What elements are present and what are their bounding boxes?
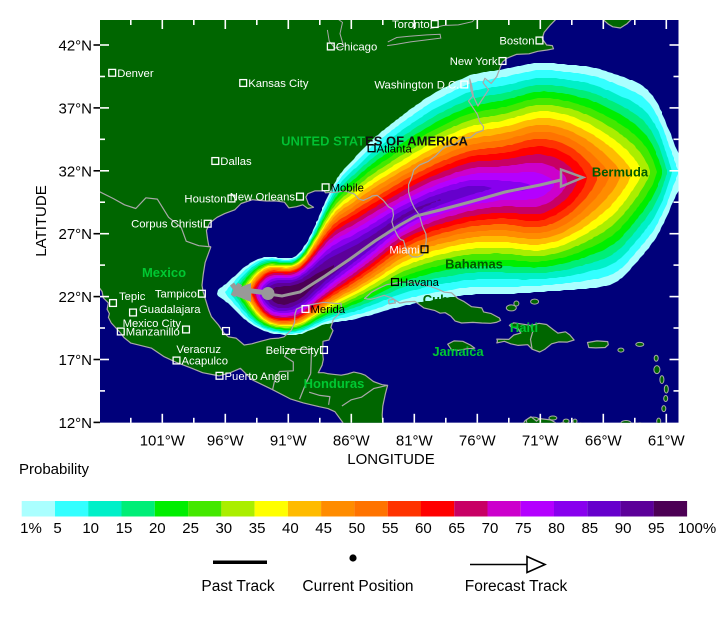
svg-text:Tampico: Tampico bbox=[155, 289, 197, 301]
svg-text:101°W: 101°W bbox=[140, 433, 186, 450]
svg-text:40: 40 bbox=[282, 520, 299, 537]
svg-text:Veracruz: Veracruz bbox=[176, 344, 221, 356]
svg-text:Boston: Boston bbox=[499, 36, 534, 48]
svg-text:66°W: 66°W bbox=[585, 433, 623, 450]
svg-text:UNITED STATES OF AMERICA: UNITED STATES OF AMERICA bbox=[281, 134, 468, 149]
svg-text:42°N: 42°N bbox=[58, 38, 92, 55]
svg-text:Mobile: Mobile bbox=[331, 182, 364, 194]
svg-text:100%: 100% bbox=[678, 520, 716, 537]
svg-text:55: 55 bbox=[382, 520, 399, 537]
svg-text:1%: 1% bbox=[20, 520, 42, 537]
svg-text:81°W: 81°W bbox=[396, 433, 434, 450]
svg-text:LATITUDE: LATITUDE bbox=[33, 185, 50, 256]
svg-text:25: 25 bbox=[182, 520, 199, 537]
svg-text:Tepic: Tepic bbox=[119, 291, 146, 303]
svg-text:12°N: 12°N bbox=[58, 415, 92, 432]
svg-text:50: 50 bbox=[349, 520, 366, 537]
svg-text:Havana: Havana bbox=[400, 277, 440, 289]
svg-text:65: 65 bbox=[448, 520, 465, 537]
svg-text:Mexico: Mexico bbox=[142, 265, 186, 280]
svg-text:Acapulco: Acapulco bbox=[182, 356, 228, 368]
svg-text:Belize City: Belize City bbox=[266, 345, 320, 357]
svg-text:76°W: 76°W bbox=[459, 433, 497, 450]
svg-text:17°N: 17°N bbox=[58, 352, 92, 369]
svg-text:Toronto: Toronto bbox=[392, 19, 430, 31]
svg-text:Past Track: Past Track bbox=[201, 578, 274, 595]
svg-text:85: 85 bbox=[581, 520, 598, 537]
svg-text:70: 70 bbox=[482, 520, 499, 537]
svg-text:Chicago: Chicago bbox=[336, 42, 377, 54]
svg-text:5: 5 bbox=[53, 520, 61, 537]
svg-text:Bahamas: Bahamas bbox=[445, 257, 503, 272]
svg-text:45: 45 bbox=[315, 520, 332, 537]
svg-text:15: 15 bbox=[116, 520, 133, 537]
svg-text:10: 10 bbox=[82, 520, 99, 537]
svg-text:Manzanillo: Manzanillo bbox=[126, 327, 180, 339]
svg-text:LONGITUDE: LONGITUDE bbox=[347, 451, 435, 468]
svg-text:96°W: 96°W bbox=[207, 433, 245, 450]
svg-text:Puerto Angel: Puerto Angel bbox=[225, 371, 290, 383]
svg-text:80: 80 bbox=[548, 520, 565, 537]
svg-text:86°W: 86°W bbox=[333, 433, 371, 450]
svg-text:20: 20 bbox=[149, 520, 166, 537]
svg-text:Miami: Miami bbox=[389, 244, 419, 256]
svg-text:91°W: 91°W bbox=[270, 433, 308, 450]
svg-text:32°N: 32°N bbox=[58, 163, 92, 180]
svg-text:90: 90 bbox=[615, 520, 632, 537]
svg-text:61°W: 61°W bbox=[648, 433, 686, 450]
svg-text:Honduras: Honduras bbox=[304, 376, 365, 391]
svg-text:Merida: Merida bbox=[311, 304, 346, 316]
svg-text:New York: New York bbox=[450, 56, 498, 68]
svg-text:35: 35 bbox=[249, 520, 266, 537]
svg-text:Corpus Christi: Corpus Christi bbox=[131, 219, 203, 231]
svg-text:30: 30 bbox=[215, 520, 232, 537]
svg-text:95: 95 bbox=[648, 520, 665, 537]
svg-text:UNITED STATES OF AMERICA: UNITED STATES OF AMERICA bbox=[281, 134, 468, 149]
svg-text:Probability: Probability bbox=[19, 461, 90, 478]
svg-text:Atlanta: Atlanta bbox=[377, 143, 413, 155]
svg-text:Jamaica: Jamaica bbox=[432, 344, 484, 359]
svg-text:New Orleans: New Orleans bbox=[230, 192, 296, 204]
svg-text:22°N: 22°N bbox=[58, 289, 92, 306]
svg-text:Houston: Houston bbox=[184, 194, 226, 206]
svg-text:60: 60 bbox=[415, 520, 432, 537]
svg-text:37°N: 37°N bbox=[58, 100, 92, 117]
svg-text:Kansas City: Kansas City bbox=[248, 78, 309, 90]
svg-text:Guadalajara: Guadalajara bbox=[139, 304, 201, 316]
svg-text:Cuba: Cuba bbox=[423, 292, 456, 307]
svg-text:Current Position: Current Position bbox=[302, 578, 413, 595]
svg-text:Forecast Track: Forecast Track bbox=[465, 578, 568, 595]
svg-text:Bermuda: Bermuda bbox=[592, 165, 649, 180]
svg-text:Denver: Denver bbox=[117, 68, 154, 80]
svg-text:27°N: 27°N bbox=[58, 226, 92, 243]
svg-text:71°W: 71°W bbox=[522, 433, 560, 450]
svg-text:Washington D.C.: Washington D.C. bbox=[374, 80, 459, 92]
svg-text:Mexico City: Mexico City bbox=[123, 318, 182, 330]
svg-text:Dallas: Dallas bbox=[220, 156, 252, 168]
svg-text:75: 75 bbox=[515, 520, 532, 537]
svg-text:Haiti: Haiti bbox=[510, 320, 538, 335]
